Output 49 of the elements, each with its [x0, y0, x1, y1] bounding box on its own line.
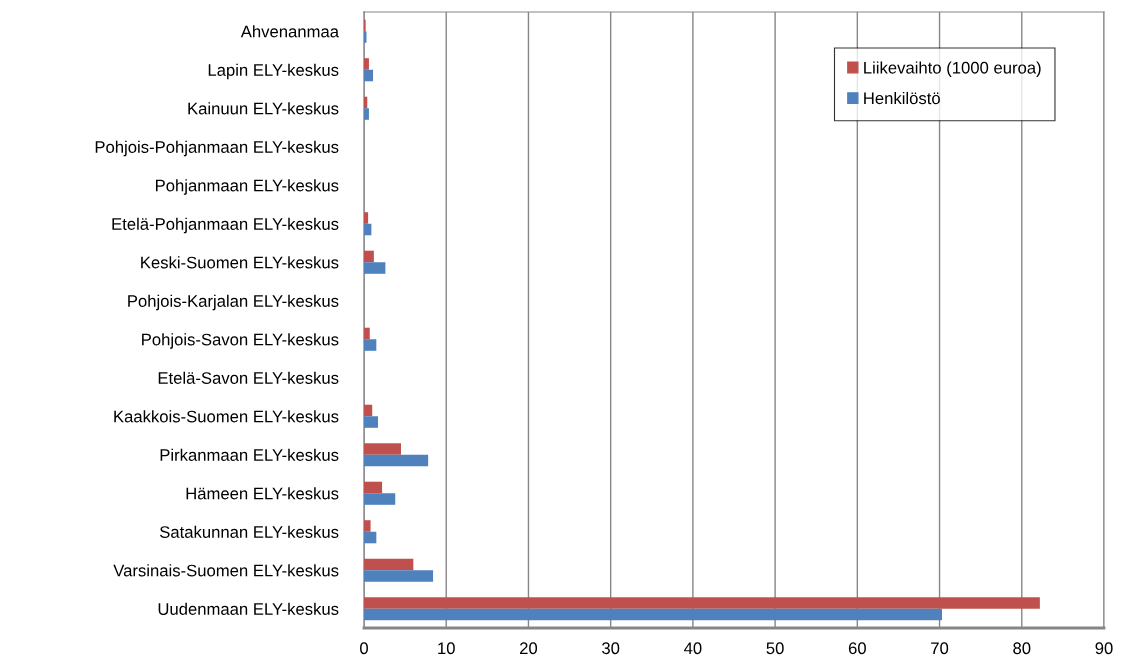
y-tick-label: Hämeen ELY-keskus: [186, 487, 339, 500]
y-tick-label: Kainuun ELY-keskus: [188, 102, 339, 115]
x-tick-label: 30: [602, 642, 620, 655]
y-tick-label: Keski-Suomen ELY-keskus: [141, 256, 339, 269]
x-tick-label: 50: [766, 642, 784, 655]
bar: [364, 416, 378, 428]
bar: [364, 212, 369, 224]
x-tick-label: 40: [684, 642, 702, 655]
y-tick-label: Pohjois-Savon ELY-keskus: [142, 333, 339, 349]
bar: [364, 404, 373, 417]
bar: [364, 250, 374, 263]
bar: [364, 69, 374, 82]
bar: [364, 108, 369, 120]
y-tick-label: Pohjois-Karjalan ELY-keskus: [128, 294, 339, 311]
bar: [364, 454, 429, 467]
x-tick-label: 70: [931, 642, 949, 655]
legend-label: Henkilöstö: [864, 91, 940, 105]
x-tick-label: 10: [438, 642, 455, 655]
bar: [364, 58, 369, 70]
bar: [364, 570, 434, 582]
bar: [364, 531, 377, 544]
x-tick-label: 0: [360, 642, 368, 655]
y-tick-label: Pirkanmaan ELY-keskus: [160, 448, 339, 461]
y-tick-label: Etelä-Pohjanmaan ELY-keskus: [112, 217, 339, 234]
x-tick-label: 80: [1013, 642, 1031, 655]
bar: [364, 223, 372, 236]
x-tick-label: 60: [848, 642, 866, 655]
bar: [364, 339, 377, 351]
bar: [364, 558, 414, 571]
y-tick-label: Etelä-Savon ELY-keskus: [158, 371, 339, 384]
bar: [364, 327, 370, 340]
bar: [364, 262, 386, 274]
y-tick-label: Pohjanmaan ELY-keskus: [155, 179, 339, 195]
y-tick-label: Pohjois-Pohjanmaan ELY-keskus: [95, 140, 339, 157]
legend-label: Liikevaihto (1000 euroa): [864, 61, 1041, 77]
y-tick-label: Lapin ELY-keskus: [208, 63, 339, 80]
y-tick-label: Ahvenanmaa: [240, 25, 340, 38]
y-tick-label: Varsinais-Suomen ELY-keskus: [113, 564, 339, 577]
y-tick-label: Uudenmaan ELY-keskus: [158, 602, 339, 615]
bar: [364, 597, 1040, 609]
bar: [364, 481, 383, 494]
x-tick-label: 20: [520, 642, 538, 655]
x-tick-label: 90: [1095, 642, 1113, 655]
bar: [364, 493, 396, 505]
bar: [364, 520, 371, 532]
y-tick-label: Kaakkois-Suomen ELY-keskus: [114, 410, 339, 423]
bar: [364, 608, 943, 621]
y-tick-label: Satakunnan ELY-keskus: [160, 525, 339, 538]
bar: [364, 443, 401, 455]
